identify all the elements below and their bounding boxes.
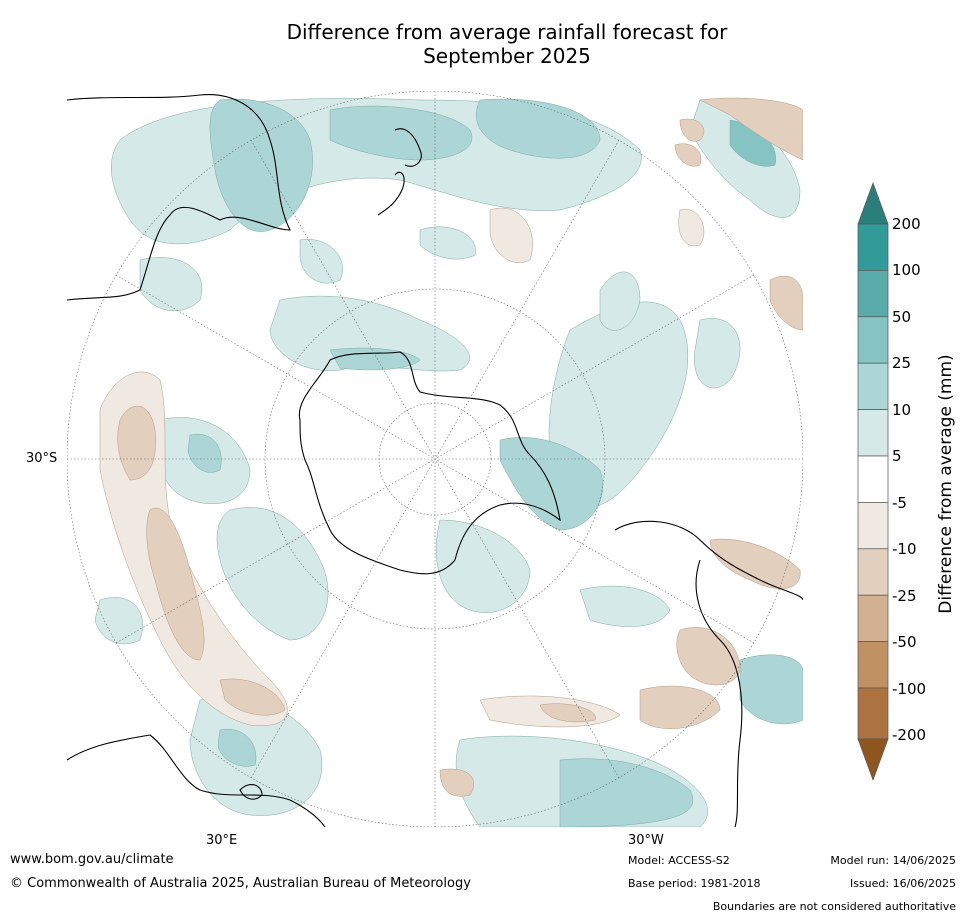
footer-base-period: Base period: 1981-2018 xyxy=(628,877,761,890)
graticule xyxy=(67,91,803,827)
title-line-1: Difference from average rainfall forecas… xyxy=(286,20,728,44)
colorbar-title: Difference from average (mm) xyxy=(936,354,956,614)
australia-coastline xyxy=(67,94,291,301)
colorbar-swatch xyxy=(857,687,889,740)
colorbar-swatch xyxy=(857,409,889,457)
new-zealand-coastline xyxy=(377,128,422,216)
colorbar-tick: 10 xyxy=(892,401,912,419)
colorbar-tick: -100 xyxy=(892,680,927,698)
map-plot-area xyxy=(67,91,803,827)
colorbar-tick: 5 xyxy=(892,447,902,465)
colorbar-swatch xyxy=(857,316,889,364)
colorbar xyxy=(857,181,889,782)
colorbar-tick: 25 xyxy=(892,354,912,372)
colorbar-tick: 100 xyxy=(892,261,921,279)
footer-model-run: Model run: 14/06/2025 xyxy=(830,854,956,867)
footer-issued: Issued: 16/06/2025 xyxy=(849,877,956,890)
colorbar-tick: 200 xyxy=(892,215,921,233)
colorbar-tick: -25 xyxy=(892,587,917,605)
colorbar-tick: -200 xyxy=(892,726,927,744)
colorbar-swatch xyxy=(857,502,889,550)
colorbar-swatch xyxy=(857,548,889,596)
south-america-coastline xyxy=(614,520,803,827)
colorbar-upper-arrow xyxy=(857,181,889,225)
chart-title: Difference from average rainfall forecas… xyxy=(0,20,965,68)
footer-url[interactable]: www.bom.gov.au/climate xyxy=(10,852,174,867)
wet-anomaly-regions xyxy=(94,98,803,827)
colorbar-tick: -10 xyxy=(892,540,917,558)
footer-copyright: © Commonwealth of Australia 2025, Austra… xyxy=(10,876,471,891)
longitude-label-30e: 30°E xyxy=(206,833,238,848)
colorbar-tick: -50 xyxy=(892,633,917,651)
latitude-label-30s: 30°S xyxy=(26,451,58,466)
colorbar-swatch xyxy=(857,362,889,410)
africa-coastline xyxy=(67,734,326,827)
colorbar-swatch xyxy=(857,270,889,318)
colorbar-tick: -5 xyxy=(892,494,907,512)
colorbar-swatch xyxy=(857,641,889,689)
title-line-2: September 2025 xyxy=(423,44,591,68)
dry-anomaly-regions xyxy=(99,97,803,797)
colorbar-swatch xyxy=(857,455,889,503)
colorbar-swatch xyxy=(857,223,889,271)
longitude-label-30w: 30°W xyxy=(628,833,664,848)
coastlines xyxy=(67,94,803,827)
footer-disclaimer: Boundaries are not considered authoritat… xyxy=(712,900,956,913)
colorbar-swatch xyxy=(857,594,889,642)
antarctica-coastline xyxy=(298,351,561,575)
colorbar-lower-arrow xyxy=(857,738,889,782)
footer-model: Model: ACCESS-S2 xyxy=(628,854,730,867)
colorbar-tick: 50 xyxy=(892,308,912,326)
madagascar-coastline xyxy=(239,784,263,800)
